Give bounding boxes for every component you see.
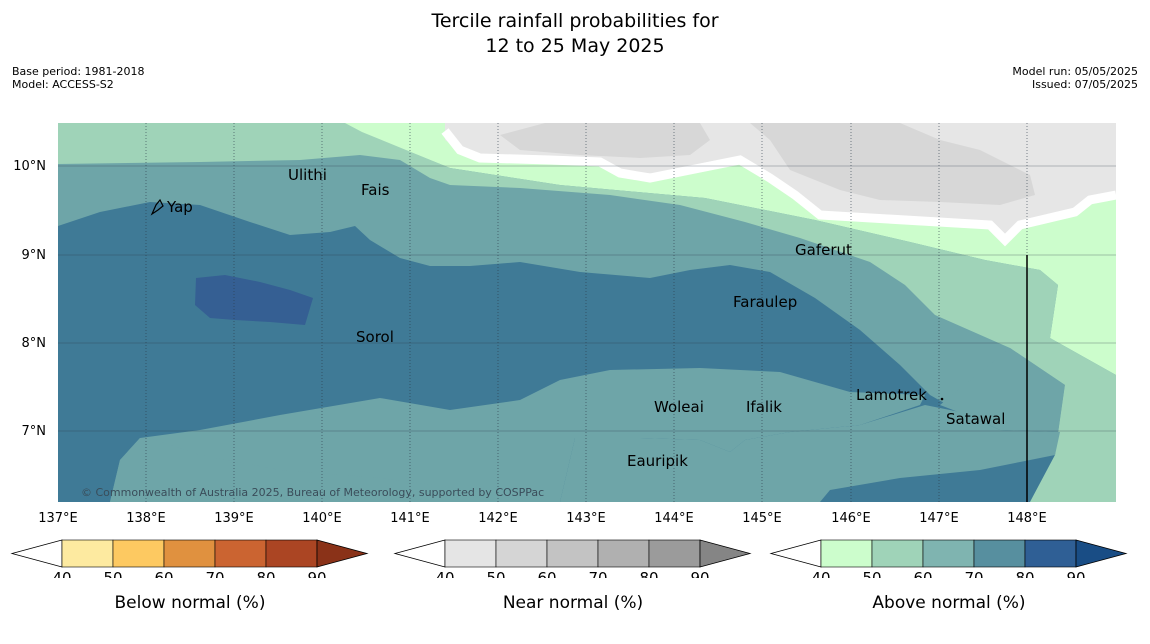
near-legend-tick: 50 [486, 569, 505, 578]
below-legend-swatch [214, 539, 267, 568]
below-legend-swatch [112, 539, 165, 568]
latitude-label: 7°N [22, 424, 47, 439]
below-legend-lower-arrow [10, 539, 63, 568]
above-legend-upper-arrow [1075, 539, 1128, 568]
longitude-label: 148°E [1007, 511, 1047, 526]
place-label-ifalik: Ifalik [746, 398, 782, 416]
above-normal-legend-title: Above normal (%) [872, 593, 1026, 613]
above-legend-tick: 80 [1015, 569, 1034, 578]
near-legend-swatch [444, 539, 497, 568]
longitude-label: 145°E [742, 511, 782, 526]
above-legend-tick: 70 [964, 569, 983, 578]
probability-contours [58, 123, 1116, 502]
longitude-label: 143°E [566, 511, 606, 526]
below-legend-swatch [163, 539, 216, 568]
above-legend-tick: 40 [811, 569, 830, 578]
region-above-60-bottom-left [58, 438, 560, 502]
above-legend-tick: 90 [1066, 569, 1085, 578]
near-legend-swatch [648, 539, 701, 568]
model-run: Model run: 05/05/2025 [1012, 65, 1138, 78]
island-marker [940, 397, 944, 401]
below-legend-tick: 60 [154, 569, 173, 578]
longitude-label: 140°E [302, 511, 342, 526]
above-legend-swatch [820, 539, 873, 568]
place-label-woleai: Woleai [654, 398, 704, 416]
place-label-fais: Fais [361, 181, 390, 199]
longitude-label: 147°E [919, 511, 959, 526]
longitude-label: 138°E [126, 511, 166, 526]
latitude-label: 8°N [22, 336, 47, 351]
model-name: Model: ACCESS-S2 [12, 78, 114, 91]
below-legend-swatch [61, 539, 114, 568]
near-normal-legend-title: Near normal (%) [502, 593, 644, 613]
copyright-text: © Commonwealth of Australia 2025, Bureau… [81, 486, 544, 499]
region-gap [441, 128, 1116, 247]
near-legend-upper-arrow [699, 539, 752, 568]
below-legend-tick: 90 [307, 569, 326, 578]
longitude-label: 142°E [478, 511, 518, 526]
near-legend-tick: 60 [537, 569, 556, 578]
above-legend-tick: 60 [913, 569, 932, 578]
legend-colorbars: 40 50 60 70 80 90 40 50 60 70 80 90 40 50 60 70 80 90 [10, 539, 1128, 578]
above-legend-lower-arrow [769, 539, 822, 568]
title-line-2: 12 to 25 May 2025 [485, 35, 665, 57]
place-label-faraulep: Faraulep [733, 293, 797, 311]
below-legend-upper-arrow [316, 539, 369, 568]
above-legend-swatch [973, 539, 1026, 568]
above-legend-swatch [871, 539, 924, 568]
near-legend-tick: 70 [588, 569, 607, 578]
place-label-lamotrek: Lamotrek [856, 386, 927, 404]
near-legend-lower-arrow [393, 539, 446, 568]
latitude-label: 10°N [13, 159, 46, 174]
longitude-labels: 137°E 138°E 139°E 140°E 141°E 142°E 143°E 144°E… [38, 511, 1047, 526]
place-label-ulithi: Ulithi [288, 166, 327, 184]
title-line-1: Tercile rainfall probabilities for [431, 10, 719, 32]
longitude-label: 141°E [390, 511, 430, 526]
issued-date: Issued: 07/05/2025 [1031, 78, 1138, 91]
region-above-50-bottom [560, 405, 1060, 502]
region-above-80 [195, 275, 313, 325]
above-legend-swatch [922, 539, 975, 568]
below-legend-tick: 80 [256, 569, 275, 578]
below-legend-tick: 50 [103, 569, 122, 578]
region-above-50-right [1030, 375, 1116, 502]
above-legend-swatch [1024, 539, 1077, 568]
map-title: Tercile rainfall probabilities for 12 to… [0, 9, 1150, 59]
right-metadata: Model run: 05/05/2025 Issued: 07/05/2025 [1012, 65, 1138, 91]
yap-island-shape [150, 198, 164, 216]
place-label-eauripik: Eauripik [627, 452, 688, 470]
map-grid [58, 123, 1116, 502]
place-labels: Ulithi Yap Fais Gaferut Faraulep Sorol Woleai I… [166, 166, 1005, 470]
longitude-label: 144°E [654, 511, 694, 526]
place-label-gaferut: Gaferut [795, 241, 852, 259]
left-metadata: Base period: 1981-2018 Model: ACCESS-S2 [12, 65, 144, 91]
below-legend-swatch [265, 539, 318, 568]
near-legend-tick: 80 [639, 569, 658, 578]
region-near-50 [500, 123, 1035, 205]
latitude-labels: 10°N 9°N 8°N 7°N [13, 159, 46, 439]
longitude-label: 137°E [38, 511, 78, 526]
near-legend-swatch [597, 539, 650, 568]
longitude-label: 146°E [831, 511, 871, 526]
near-legend-tick: 40 [435, 569, 454, 578]
latitude-label: 9°N [22, 248, 47, 263]
near-legend-swatch [546, 539, 599, 568]
below-normal-legend-title: Below normal (%) [114, 593, 266, 613]
near-legend-tick: 90 [690, 569, 709, 578]
place-label-satawal: Satawal [946, 410, 1005, 428]
near-legend-swatch [495, 539, 548, 568]
place-label-sorol: Sorol [356, 328, 394, 346]
below-legend-tick: 40 [52, 569, 71, 578]
above-legend-tick: 50 [862, 569, 881, 578]
place-label-yap: Yap [166, 198, 193, 216]
longitude-label: 139°E [214, 511, 254, 526]
below-legend-tick: 70 [205, 569, 224, 578]
base-period: Base period: 1981-2018 [12, 65, 145, 78]
